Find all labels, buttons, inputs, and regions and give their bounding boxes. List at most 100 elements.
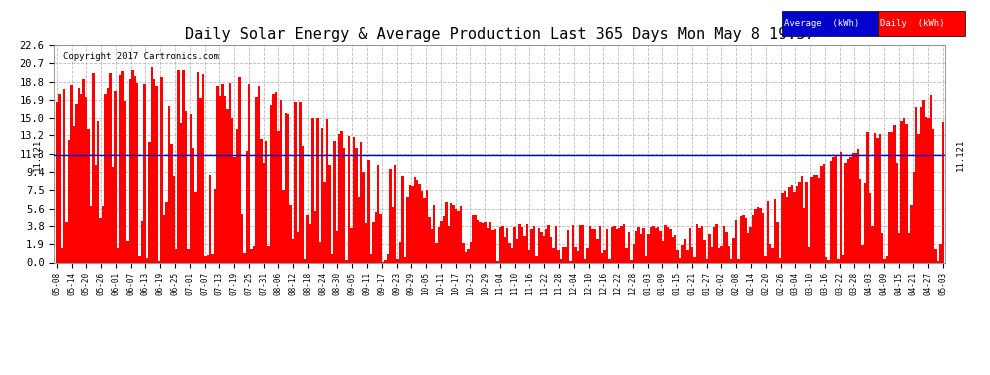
Bar [265,141,267,262]
Bar [329,165,331,262]
Bar [830,161,833,262]
Bar [881,233,883,262]
Bar [842,255,844,262]
Bar [557,249,559,262]
Bar [684,238,686,262]
Bar [331,254,334,262]
Bar [779,258,781,262]
Bar [626,248,628,262]
Bar [117,248,119,262]
Bar [543,237,545,262]
Bar [496,261,499,262]
Bar [823,164,825,262]
Bar [252,246,255,262]
Bar [255,98,257,262]
Bar [504,237,506,262]
Bar [155,86,158,262]
Bar [903,118,905,262]
Bar [851,153,854,262]
Bar [450,203,452,262]
Bar [441,220,443,262]
Bar [638,227,640,262]
Bar [564,247,567,262]
Bar [347,136,350,262]
Bar [187,249,189,262]
Bar [464,252,467,262]
Bar [275,92,277,262]
Bar [65,222,68,262]
Bar [102,206,104,262]
Bar [459,206,462,262]
Bar [581,225,584,262]
Bar [569,261,572,262]
Bar [754,210,756,262]
Bar [716,224,718,262]
Bar [182,70,185,262]
Bar [657,226,659,262]
Bar [109,73,112,262]
Bar [365,223,367,262]
Bar [728,246,730,262]
Bar [112,167,114,262]
Bar [698,228,701,262]
Bar [399,242,401,262]
Bar [915,107,918,262]
Bar [338,134,341,262]
Bar [844,163,846,262]
Bar [825,257,828,262]
Bar [119,75,122,262]
Bar [369,254,372,262]
Bar [199,98,202,262]
Bar [586,248,589,262]
Bar [501,226,504,262]
Bar [372,222,374,262]
Bar [756,207,759,262]
Bar [793,192,796,262]
Bar [82,78,85,262]
Bar [798,182,801,262]
Bar [735,220,738,262]
Bar [482,223,484,262]
Bar [594,229,596,262]
Bar [869,194,871,262]
Bar [584,259,586,262]
Bar [813,176,815,262]
Bar [567,230,569,262]
Bar [299,102,302,262]
Bar [796,186,798,262]
Bar [343,148,346,262]
Bar [541,232,543,262]
Bar [324,183,326,262]
Bar [783,192,786,262]
Bar [294,102,297,262]
Bar [158,261,160,262]
Bar [671,237,674,262]
Bar [864,183,866,262]
Bar [856,149,859,262]
Bar [270,105,272,262]
Bar [730,259,733,262]
Bar [801,176,803,262]
Bar [893,125,896,262]
Bar [808,247,811,262]
Bar [633,244,635,262]
Bar [828,261,830,262]
Bar [652,226,654,262]
Bar [873,133,876,262]
Bar [319,243,321,262]
Bar [162,215,165,262]
Bar [713,226,716,262]
Bar [401,176,404,262]
Bar [744,218,747,262]
Bar [766,201,769,262]
Bar [723,226,725,262]
Bar [95,165,97,262]
Bar [589,226,591,262]
Bar [367,160,369,262]
Bar [854,153,856,262]
Bar [631,260,633,262]
Bar [246,151,248,262]
Bar [350,228,352,262]
Bar [279,100,282,262]
Bar [649,226,652,262]
